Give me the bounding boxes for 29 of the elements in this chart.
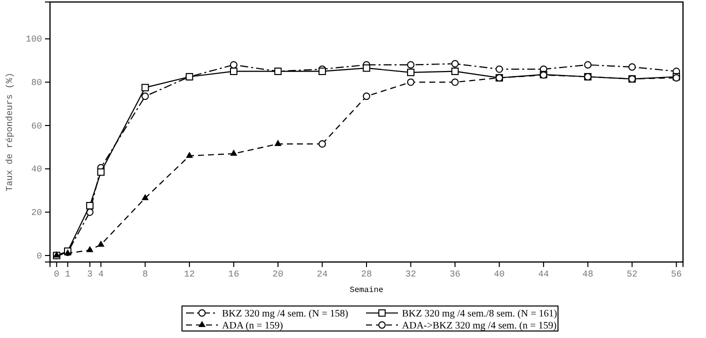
x-tick-label: 48: [582, 269, 594, 280]
x-tick-label: 3: [87, 269, 93, 280]
x-tick-label: 4: [98, 269, 104, 280]
x-tick-label: 16: [228, 269, 240, 280]
y-tick-label: 60: [31, 121, 42, 132]
y-axis-title: Taux de répondeurs (%): [5, 72, 15, 192]
y-tick-label: 80: [31, 78, 42, 88]
legend-label: ADA->BKZ 320 mg /4 sem. (n = 159): [402, 320, 557, 332]
legend-label: BKZ 320 mg /4 sem./8 sem. (N = 161): [402, 308, 558, 320]
y-tick-label: 40: [31, 164, 42, 175]
x-tick-label: 20: [272, 269, 284, 280]
x-tick-label: 36: [450, 269, 460, 280]
legend-label: ADA (n = 159): [222, 320, 283, 332]
x-tick-label: 44: [538, 269, 549, 280]
x-tick-label: 56: [670, 269, 682, 280]
x-tick-label: 1: [65, 269, 70, 280]
x-tick-label: 32: [405, 269, 416, 280]
x-tick-label: 24: [316, 269, 328, 280]
x-tick-label: 0: [54, 269, 60, 280]
legend-label: BKZ 320 mg /4 sem. (N = 158): [222, 308, 348, 320]
y-tick-label: 0: [36, 251, 42, 262]
y-tick-label: 20: [31, 208, 42, 218]
x-tick-label: 40: [494, 269, 505, 280]
x-tick-label: 52: [626, 269, 638, 280]
x-axis-title: Semaine: [350, 286, 384, 295]
x-tick-label: 12: [184, 269, 195, 280]
y-tick-label: 100: [26, 34, 42, 45]
x-tick-label: 8: [142, 269, 148, 280]
x-tick-label: 28: [361, 269, 372, 280]
